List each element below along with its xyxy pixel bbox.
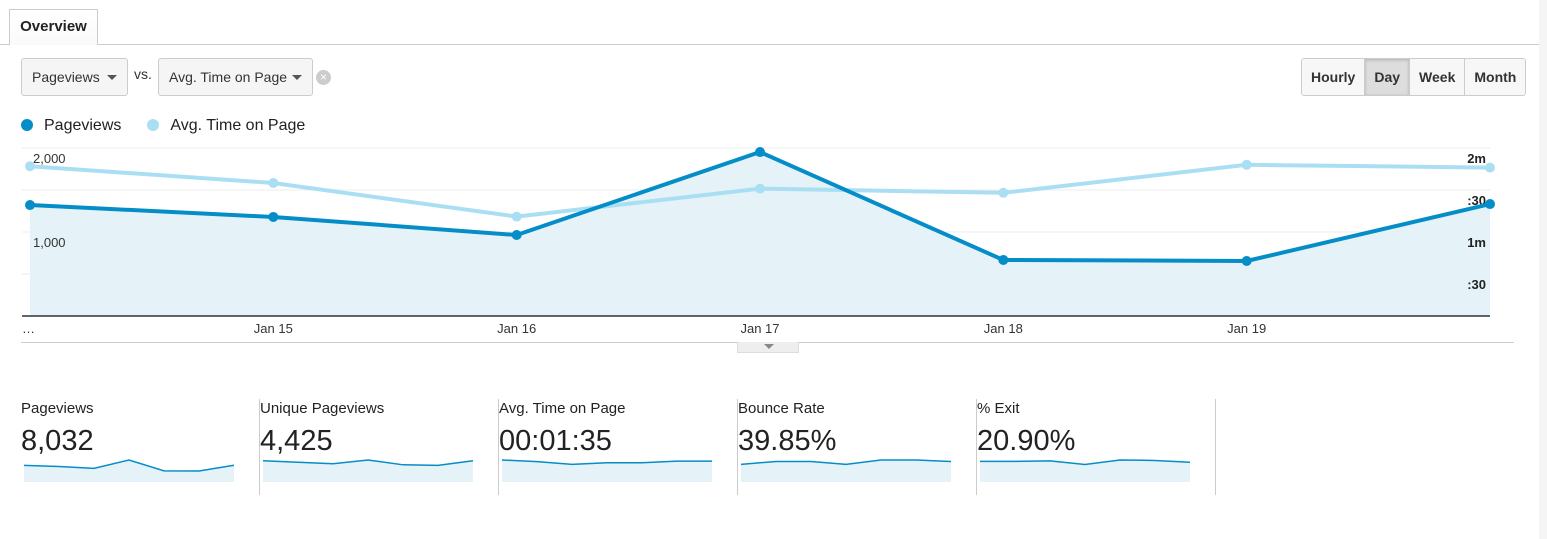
pageviews-area: [30, 152, 1490, 316]
avg-time-point: [1485, 162, 1495, 173]
scorecard-value: 39.85%: [738, 425, 837, 457]
x-tick-label: Jan 15: [254, 321, 293, 336]
sparkline: [23, 459, 235, 482]
week-button[interactable]: Week: [1409, 59, 1465, 95]
sparkline-line: [501, 459, 712, 466]
legend-item-avg-time[interactable]: Avg. Time on Page: [147, 117, 305, 135]
pageviews-point: [511, 230, 522, 241]
x-tick-label: …: [22, 321, 35, 336]
y-right-tick-label: 2m: [1467, 151, 1486, 166]
close-circle-icon[interactable]: ×: [316, 70, 331, 85]
avg-time-point: [511, 211, 522, 222]
scorecard-label: % Exit: [977, 400, 1020, 417]
tab-overview[interactable]: Overview: [9, 9, 98, 45]
x-tick-label: Jan 17: [740, 321, 779, 336]
sparkline: [501, 459, 712, 482]
avg-time-point: [25, 161, 35, 172]
sparkline-area: [980, 460, 1190, 482]
legend-item-pageviews[interactable]: Pageviews: [21, 117, 121, 135]
x-tick-label: Jan 16: [497, 321, 536, 336]
avg-time-point: [998, 187, 1009, 198]
y-right-tick-label: 1m: [1467, 235, 1486, 250]
sparkline-line: [980, 459, 1191, 466]
sparkline-line: [740, 459, 952, 466]
y-right-tick-label: :30: [1467, 277, 1486, 292]
chevron-down-icon: [764, 344, 774, 349]
scorecard-avg-time-on-page[interactable]: Avg. Time on Page 00:01:35: [499, 399, 738, 495]
scorecard-value: 00:01:35: [499, 425, 612, 457]
secondary-metric-dropdown[interactable]: Avg. Time on Page: [158, 58, 313, 96]
chart-legend: Pageviews Avg. Time on Page: [21, 117, 305, 135]
scorecard-label: Bounce Rate: [738, 400, 825, 417]
scorecard-pageviews[interactable]: Pageviews 8,032: [21, 399, 260, 495]
sparkline-area: [263, 460, 473, 482]
x-tick-label: Jan 19: [1227, 321, 1266, 336]
scorecard-value: 8,032: [21, 425, 94, 457]
scorecard-bounce-rate[interactable]: Bounce Rate 39.85%: [738, 399, 977, 495]
pageviews-point: [1485, 199, 1495, 210]
legend-label: Avg. Time on Page: [170, 117, 306, 134]
sparkline-line: [23, 459, 235, 472]
scorecard-label: Unique Pageviews: [260, 400, 385, 417]
y-left-tick-label: 1,000: [33, 235, 66, 250]
legend-label: Pageviews: [44, 117, 122, 134]
primary-metric-label: Pageviews: [32, 69, 100, 85]
sparkline-line: [262, 459, 474, 467]
chevron-down-icon: [107, 75, 117, 80]
scorecard-unique-pageviews[interactable]: Unique Pageviews 4,425: [260, 399, 499, 495]
chevron-down-icon: [292, 75, 302, 80]
granularity-toggle: Hourly Day Week Month: [1301, 58, 1527, 96]
legend-dot-icon: [147, 119, 160, 131]
collapse-chart-button[interactable]: [737, 342, 799, 353]
y-left-tick-label: 2,000: [33, 151, 66, 166]
vs-label: vs.: [134, 66, 152, 82]
month-button[interactable]: Month: [1464, 59, 1526, 95]
avg-time-point: [755, 183, 765, 194]
scorecard-value: 20.90%: [977, 425, 1076, 457]
pageviews-point: [25, 200, 35, 211]
scorecard-label: Avg. Time on Page: [499, 400, 626, 417]
avg-time-point: [1241, 159, 1252, 170]
sparkline: [980, 459, 1191, 482]
pageviews-point: [268, 211, 279, 222]
scorecard-exit[interactable]: % Exit 20.90%: [977, 399, 1216, 495]
legend-dot-icon: [21, 119, 33, 131]
sparkline-area: [502, 460, 712, 482]
secondary-metric-label: Avg. Time on Page: [169, 69, 288, 85]
scorecard-value: 4,425: [260, 425, 333, 457]
sparkline: [262, 459, 474, 482]
pageviews-point: [755, 147, 765, 158]
hourly-button[interactable]: Hourly: [1302, 59, 1365, 95]
avg-time-point: [268, 178, 279, 188]
tab-divider: [0, 44, 1539, 45]
scrollbar-track[interactable]: [1539, 0, 1547, 539]
sparkline-area: [741, 460, 951, 482]
sparkline-area: [24, 460, 234, 482]
pageviews-point: [1241, 255, 1252, 266]
day-button[interactable]: Day: [1364, 59, 1410, 95]
pageviews-point: [998, 254, 1009, 265]
sparkline: [740, 459, 952, 482]
primary-metric-dropdown[interactable]: Pageviews: [21, 58, 128, 96]
x-tick-label: Jan 18: [984, 321, 1023, 336]
scorecard-label: Pageviews: [21, 400, 94, 417]
